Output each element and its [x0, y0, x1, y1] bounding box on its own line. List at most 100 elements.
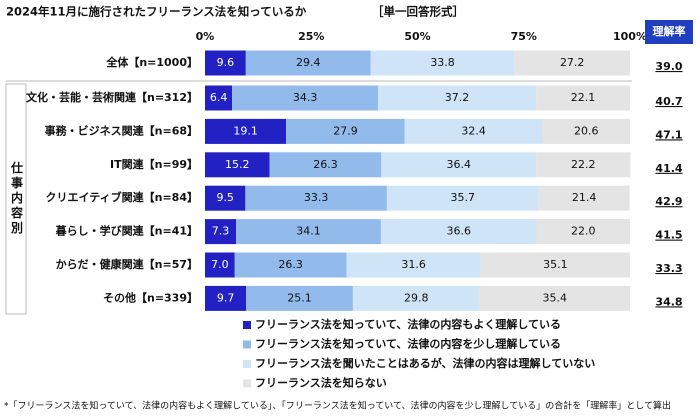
- bar-segment: [377, 85, 537, 111]
- bar-segment: [205, 185, 246, 211]
- value-label: 7.0: [211, 258, 229, 271]
- bar-segment: [205, 85, 233, 111]
- bar-segment: [370, 50, 515, 76]
- value-label: 25.1: [287, 291, 312, 304]
- x-tick-label: 50%: [404, 30, 430, 43]
- bar-segment: [381, 152, 537, 178]
- bar-segment: [538, 185, 630, 211]
- rate-value: 40.7: [655, 95, 682, 108]
- group-label: 仕事内容別: [10, 160, 24, 236]
- value-label: 6.4: [210, 91, 228, 104]
- value-label: 26.3: [313, 158, 338, 171]
- chart-title: 2024年11月に施行されたフリーランス法を知っているか: [6, 5, 307, 19]
- value-label: 22.2: [571, 158, 596, 171]
- bar-segment: [205, 252, 235, 278]
- value-label: 9.5: [216, 191, 234, 204]
- value-label: 29.8: [404, 291, 429, 304]
- category-label: 事務・ビジネス関連【n=68】: [45, 123, 198, 137]
- legend-swatch: [243, 340, 251, 349]
- bar-segment: [352, 285, 480, 311]
- value-label: 34.3: [293, 91, 318, 104]
- value-label: 35.7: [451, 191, 476, 204]
- category-label: 文化・芸能・芸術関連【n=312】: [26, 90, 198, 104]
- x-tick-label: 0%: [196, 30, 215, 43]
- value-label: 35.1: [543, 258, 568, 271]
- value-label: 34.1: [296, 225, 321, 238]
- value-label: 19.1: [233, 124, 258, 137]
- value-label: 32.4: [461, 124, 486, 137]
- value-label: 22.0: [571, 225, 596, 238]
- category-label: その他【n=339】: [103, 290, 198, 304]
- bar-segment: [205, 50, 246, 76]
- legend-label: フリーランス法を知らない: [255, 376, 387, 390]
- value-label: 33.8: [430, 56, 455, 69]
- category-label: 暮らし・学び関連【n=41】: [55, 224, 198, 238]
- bar-segment: [480, 252, 630, 278]
- bar-segment: [245, 50, 371, 76]
- legend-label: フリーランス法を知っていて、法律の内容もよく理解している: [255, 317, 561, 331]
- legend-swatch: [243, 360, 251, 368]
- value-label: 35.4: [543, 291, 568, 304]
- rate-value: 41.5: [655, 229, 682, 242]
- value-label: 22.1: [571, 91, 596, 104]
- bar-segment: [514, 50, 630, 76]
- value-label: 27.9: [333, 124, 358, 137]
- rate-value: 33.3: [655, 262, 682, 275]
- bar-segment: [536, 219, 630, 245]
- value-label: 36.4: [446, 158, 471, 171]
- legend-swatch: [243, 379, 251, 388]
- bar-segment: [269, 152, 382, 178]
- bar-segment: [246, 285, 353, 311]
- footnote: *「フリーランス法を知っていて、法律の内容もよく理解している」、「フリーランス法…: [4, 400, 671, 412]
- value-label: 7.3: [212, 225, 230, 238]
- legend-label: フリーランス法を聞いたことはあるが、法律の内容は理解していない: [255, 356, 595, 370]
- value-label: 26.3: [278, 258, 303, 271]
- bar-segment: [346, 252, 481, 278]
- value-label: 36.6: [446, 225, 471, 238]
- group-box: [5, 83, 27, 315]
- bar-segment: [245, 185, 387, 211]
- bar-segment: [479, 285, 630, 311]
- value-label: 15.2: [225, 158, 250, 171]
- x-tick-label: 100%: [613, 30, 647, 43]
- legend-swatch: [243, 321, 251, 329]
- rate-header: 理解率: [653, 24, 686, 38]
- value-label: 37.2: [445, 91, 470, 104]
- bar-segment: [236, 219, 381, 245]
- bar-segment: [380, 219, 537, 245]
- bar-segment: [404, 118, 543, 144]
- rate-header-box: [645, 20, 693, 44]
- value-label: 33.3: [304, 191, 329, 204]
- rate-value: 42.9: [655, 195, 682, 208]
- bar-segment: [536, 152, 631, 178]
- rate-value: 47.1: [655, 128, 682, 141]
- value-label: 9.6: [217, 56, 235, 69]
- rate-value: 41.4: [655, 162, 682, 175]
- value-label: 27.2: [560, 56, 585, 69]
- bar-segment: [542, 118, 630, 144]
- legend-label: フリーランス法を知っていて、法律の内容を少し理解している: [255, 337, 561, 351]
- category-label: からだ・健康関連【n=57】: [56, 257, 198, 271]
- bar-segment: [232, 85, 378, 111]
- value-label: 29.4: [296, 56, 321, 69]
- value-label: 21.4: [572, 191, 597, 204]
- bar-segment: [205, 219, 237, 245]
- bar-segment: [205, 285, 247, 311]
- category-label: 全体【n=1000】: [105, 55, 198, 69]
- x-tick-label: 75%: [511, 30, 537, 43]
- x-tick-label: 25%: [298, 30, 324, 43]
- category-label: クリエイティブ関連【n=84】: [46, 190, 198, 204]
- bar-segment: [234, 252, 347, 278]
- value-label: 9.7: [217, 291, 235, 304]
- rate-value: 34.8: [655, 295, 682, 308]
- bar-segment: [286, 118, 405, 144]
- chart-subtitle: ［単一回答形式］: [372, 5, 464, 19]
- bar-segment: [205, 118, 287, 144]
- value-label: 31.6: [401, 258, 426, 271]
- bar-segment: [386, 185, 539, 211]
- bar-segment: [205, 152, 270, 178]
- value-label: 20.6: [574, 124, 599, 137]
- bar-segment: [536, 85, 630, 111]
- category-label: IT関連【n=99】: [110, 157, 198, 171]
